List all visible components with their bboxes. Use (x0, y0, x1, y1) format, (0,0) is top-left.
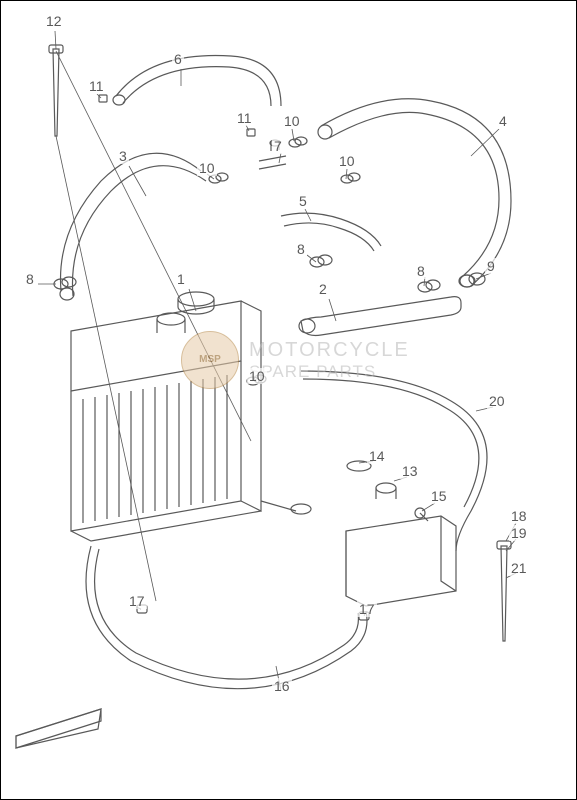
callout-10: 10 (247, 368, 267, 384)
callout-11: 11 (235, 110, 254, 126)
callout-10: 10 (282, 113, 302, 129)
callout-2: 2 (317, 281, 329, 297)
callout-3: 3 (117, 148, 129, 164)
watermark-badge-text: MSP (199, 355, 221, 365)
watermark-text: MOTORCYCLE SPARE PARTS (249, 339, 410, 382)
callout-6: 6 (172, 51, 184, 67)
callout-19: 19 (509, 525, 529, 541)
callout-8: 8 (24, 271, 36, 287)
callout-5: 5 (297, 193, 309, 209)
callout-15: 15 (429, 488, 449, 504)
watermark-line1: MOTORCYCLE (249, 339, 410, 362)
callout-21: 21 (509, 560, 529, 576)
callout-16: 16 (272, 678, 292, 694)
watermark-line2: SPARE PARTS (249, 362, 410, 382)
callout-1: 1 (175, 271, 187, 287)
callout-13: 13 (400, 463, 420, 479)
callout-8: 8 (295, 241, 307, 257)
callout-8: 8 (415, 263, 427, 279)
callout-20: 20 (487, 393, 507, 409)
callout-7: 7 (272, 138, 284, 154)
watermark: MSP MOTORCYCLE SPARE PARTS (181, 331, 410, 389)
callout-18: 18 (509, 508, 529, 524)
watermark-badge: MSP (181, 331, 239, 389)
callout-17: 17 (357, 601, 377, 617)
callout-9: 9 (485, 258, 497, 274)
callout-4: 4 (497, 113, 509, 129)
callout-10: 10 (197, 160, 217, 176)
callout-14: 14 (367, 448, 387, 464)
callout-12: 12 (44, 13, 64, 29)
callout-10: 10 (337, 153, 357, 169)
diagram-frame: MSP MOTORCYCLE SPARE PARTS 1234567888910… (0, 0, 577, 800)
callout-11: 11 (87, 78, 106, 94)
callout-17: 17 (127, 593, 147, 609)
